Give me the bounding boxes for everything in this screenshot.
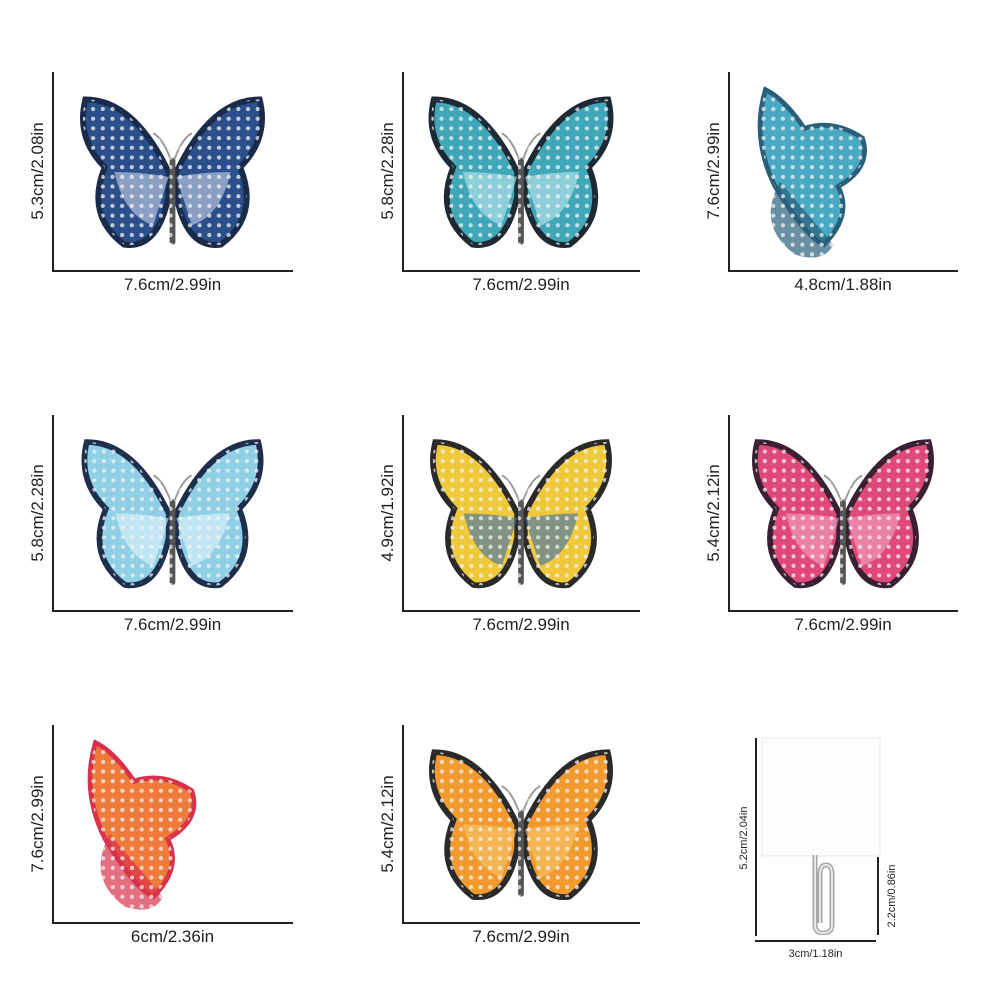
height-label: 5.4cm/2.12in bbox=[378, 774, 397, 873]
hook-height-line bbox=[755, 738, 757, 936]
height-label: 5.8cm/2.28in bbox=[378, 122, 397, 220]
butterfly-image bbox=[429, 749, 613, 900]
height-dimension-line bbox=[52, 72, 54, 270]
hook-width-label: 3cm/1.18in bbox=[788, 948, 843, 960]
width-label: 4.8cm/1.88in bbox=[794, 275, 892, 294]
height-dimension-line bbox=[728, 415, 730, 610]
height-label: 5.8cm/2.28in bbox=[28, 463, 47, 562]
width-dimension-line bbox=[52, 270, 293, 272]
butterfly-image bbox=[87, 739, 197, 910]
height-dimension-line bbox=[728, 72, 730, 270]
butterfly-image bbox=[430, 439, 612, 589]
butterfly-image bbox=[80, 96, 265, 248]
width-label: 7.6cm/2.99in bbox=[123, 615, 222, 634]
width-dimension-line bbox=[402, 922, 640, 924]
height-label: 4.9cm/1.92in bbox=[378, 463, 397, 562]
width-label: 7.6cm/2.99in bbox=[123, 275, 222, 294]
height-dimension-line bbox=[402, 72, 404, 270]
height-dimension-line bbox=[402, 725, 404, 922]
height-dimension-line bbox=[52, 725, 54, 922]
height-label: 7.6cm/2.99in bbox=[28, 774, 47, 873]
width-label: 7.6cm/2.99in bbox=[794, 615, 892, 634]
height-dimension-line bbox=[402, 415, 404, 610]
hook-part-height-line bbox=[877, 857, 879, 935]
width-dimension-line bbox=[728, 610, 958, 612]
hook-height-label: 5.2cm/2.04in bbox=[738, 806, 750, 870]
adhesive-hook-image bbox=[761, 737, 881, 935]
width-dimension-line bbox=[728, 270, 958, 272]
height-label: 5.3cm/2.08in bbox=[28, 122, 47, 220]
width-dimension-line bbox=[52, 610, 293, 612]
butterfly-image bbox=[81, 439, 264, 589]
width-dimension-line bbox=[52, 922, 293, 924]
height-label: 5.4cm/2.12in bbox=[704, 463, 723, 562]
width-label: 7.6cm/2.99in bbox=[472, 615, 570, 634]
butterfly-image bbox=[757, 86, 867, 258]
height-dimension-line bbox=[52, 415, 54, 610]
hook-part-height-label: 2.2cm/0.86in bbox=[886, 864, 898, 928]
width-label: 7.6cm/2.99in bbox=[472, 275, 570, 294]
butterfly-image bbox=[752, 439, 934, 589]
width-dimension-line bbox=[402, 610, 640, 612]
butterfly-image bbox=[428, 96, 614, 248]
width-label: 6cm/2.36in bbox=[130, 927, 215, 946]
width-dimension-line bbox=[402, 270, 640, 272]
width-label: 7.6cm/2.99in bbox=[472, 927, 570, 946]
hook-width-line bbox=[755, 940, 876, 942]
height-label: 7.6cm/2.99in bbox=[704, 122, 723, 220]
